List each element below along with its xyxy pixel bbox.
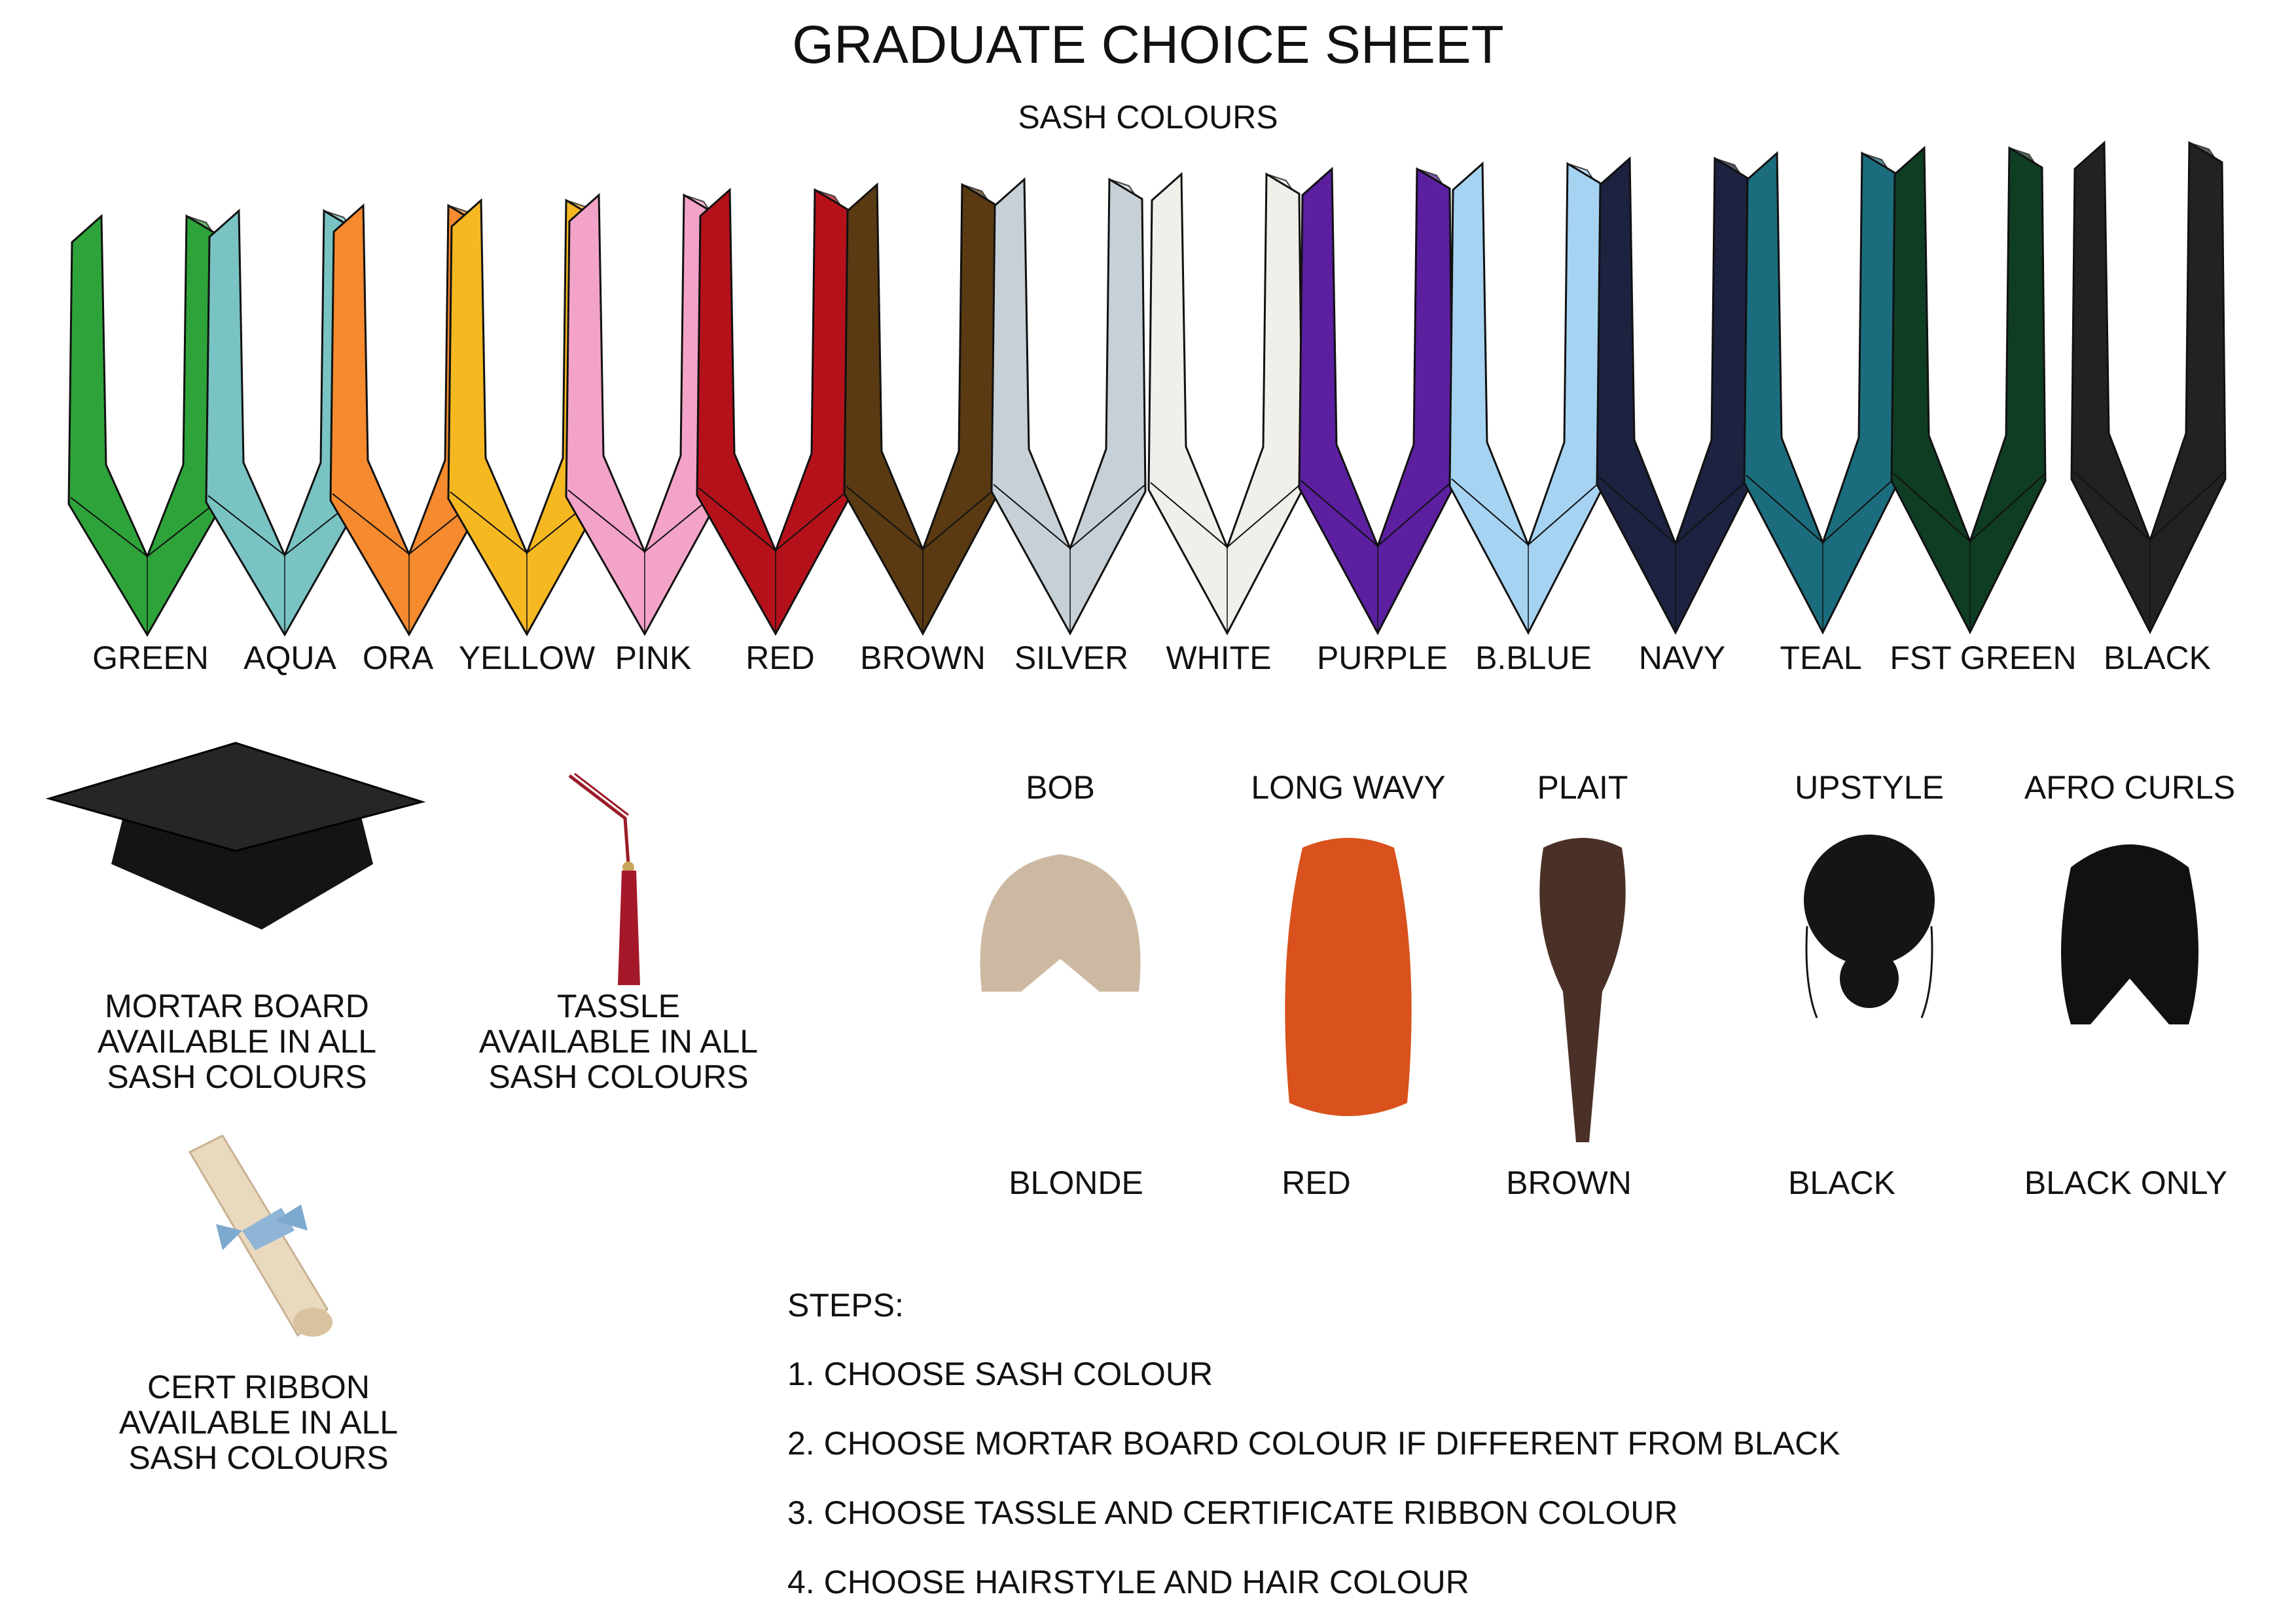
sash-purple bbox=[1298, 166, 1454, 636]
hairstyle-name: UPSTYLE bbox=[1795, 769, 1944, 806]
hairstyle-name: PLAIT bbox=[1537, 769, 1628, 806]
sash-label: SILVER bbox=[1014, 640, 1129, 676]
hair-colour-label: BLACK ONLY bbox=[2024, 1164, 2228, 1201]
hairstyle-image-upstyle bbox=[1804, 835, 1935, 1019]
sash-label: PINK bbox=[615, 640, 692, 676]
sash-label: BLACK bbox=[2104, 640, 2211, 676]
sash-label: B.BLUE bbox=[1475, 640, 1592, 676]
cert-ribbon-label: CERT RIBBON AVAILABLE IN ALL SASH COLOUR… bbox=[118, 1369, 399, 1476]
sash-label: PURPLE bbox=[1316, 640, 1448, 676]
hairstyle-name: BOB bbox=[1026, 769, 1095, 806]
sash-brown bbox=[843, 182, 999, 636]
sash-label: FST GREEN bbox=[1890, 640, 2077, 676]
step-4: 4. CHOOSE HAIRSTYLE AND HAIR COLOUR bbox=[787, 1564, 1469, 1600]
sash-b-blue bbox=[1448, 161, 1605, 636]
step-2: 2. CHOOSE MORTAR BOARD COLOUR IF DIFFERE… bbox=[787, 1425, 1840, 1462]
sash-label: ORA bbox=[362, 640, 434, 676]
sash-teal bbox=[1743, 151, 1899, 635]
sash-red bbox=[696, 187, 852, 636]
sash-silver bbox=[990, 177, 1147, 636]
sash-label: AQUA bbox=[243, 640, 336, 676]
hairstyle-image-plait bbox=[1539, 838, 1626, 1142]
hairstyle-image-long-wavy bbox=[1285, 838, 1412, 1116]
step-3: 3. CHOOSE TASSLE AND CERTIFICATE RIBBON … bbox=[787, 1494, 1678, 1531]
sash-label: TEAL bbox=[1780, 640, 1862, 676]
hair-colour-label: RED bbox=[1282, 1164, 1351, 1201]
sash-label: WHITE bbox=[1166, 640, 1272, 676]
hairstyle-image-afro-curls bbox=[2061, 844, 2198, 1024]
page-title: GRADUATE CHOICE SHEET bbox=[792, 15, 1504, 75]
hair-colour-label: BROWN bbox=[1506, 1164, 1632, 1201]
tassle-label: TASSLE AVAILABLE IN ALL SASH COLOURS bbox=[478, 988, 759, 1095]
sash-white bbox=[1147, 171, 1304, 636]
sash-heading: SASH COLOURS bbox=[1018, 99, 1278, 135]
sash-label: GREEN bbox=[92, 640, 209, 676]
sash-label: YELLOW bbox=[458, 640, 596, 676]
tassle-image bbox=[568, 772, 640, 985]
hairstyle-name: LONG WAVY bbox=[1251, 769, 1446, 806]
step-1: 1. CHOOSE SASH COLOUR bbox=[787, 1356, 1213, 1392]
sash-label: RED bbox=[745, 640, 815, 676]
sash-label: NAVY bbox=[1638, 640, 1726, 676]
mortar-board-image bbox=[45, 742, 426, 929]
certificate-scroll-image bbox=[188, 1134, 332, 1337]
sash-black bbox=[2070, 140, 2227, 634]
steps-heading: STEPS: bbox=[787, 1287, 904, 1324]
sash-fst-green bbox=[1890, 145, 2047, 635]
sash-label: BROWN bbox=[860, 640, 986, 676]
sash-navy bbox=[1596, 156, 1752, 635]
hair-colour-label: BLACK bbox=[1788, 1164, 1895, 1201]
hairstyle-name: AFRO CURLS bbox=[2024, 769, 2236, 806]
hair-colour-label: BLONDE bbox=[1009, 1164, 1143, 1201]
hairstyle-image-bob bbox=[980, 854, 1141, 992]
mortar-board-label: MORTAR BOARD AVAILABLE IN ALL SASH COLOU… bbox=[97, 988, 377, 1095]
